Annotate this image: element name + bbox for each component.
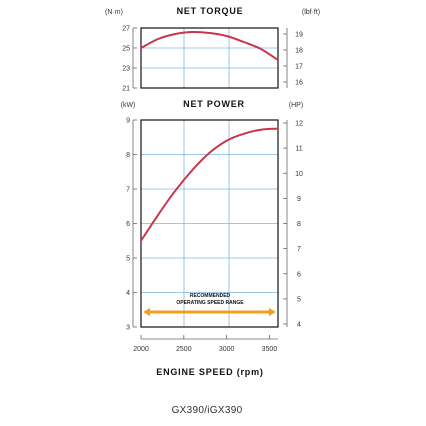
x-tick-label-3: 3500: [262, 346, 278, 353]
band-label-line1: RECOMMENDED: [190, 293, 231, 299]
torque-right-axis: 16 17 18 19: [283, 28, 303, 88]
torque-left-tick-label-3: 27: [122, 26, 130, 33]
power-right-axis: 4 5 6 7 8 9 10 11 12: [283, 120, 303, 329]
power-right-tick-label-5: 9: [297, 196, 301, 203]
power-left-tick-label-5: 8: [126, 152, 130, 159]
power-right-tick-label-3: 7: [297, 246, 301, 253]
x-tick-label-1: 2500: [176, 346, 192, 353]
power-left-tick-label-2: 5: [126, 256, 130, 263]
power-right-unit: (HP): [289, 102, 303, 109]
band-label-line2: OPERATING SPEED RANGE: [176, 300, 244, 306]
power-plot-frame: [140, 119, 279, 328]
power-right-tick-label-0: 4: [297, 322, 301, 329]
torque-title: NET TORQUE: [177, 6, 244, 16]
model-name: GX390/iGX390: [172, 405, 243, 416]
torque-grid: [141, 28, 278, 88]
power-left-tick-label-6: 9: [126, 118, 130, 125]
engine-speed-axis: 2000 2500 3000 3500: [133, 335, 278, 353]
torque-curve: [140, 30, 279, 61]
power-right-tick-label-6: 10: [295, 171, 303, 178]
power-title: NET POWER: [183, 99, 245, 109]
torque-right-tick-label-1: 17: [295, 64, 303, 71]
power-right-tick-label-1: 5: [297, 296, 301, 303]
torque-left-axis: 21 23 25 27: [122, 26, 137, 93]
band-arrow-right-icon: [269, 308, 276, 316]
torque-plot-frame: [140, 27, 279, 89]
torque-right-tick-label-2: 18: [295, 48, 303, 55]
power-right-tick-label-2: 6: [297, 271, 301, 278]
power-left-tick-label-0: 3: [126, 325, 130, 332]
band-arrow-left-icon: [143, 308, 150, 316]
power-left-tick-label-3: 6: [126, 221, 130, 228]
power-right-tick-label-7: 11: [295, 146, 302, 153]
torque-right-tick-label-3: 19: [295, 32, 303, 39]
power-left-axis: 3 4 5 6 7 8 9: [126, 118, 137, 332]
x-axis-label: ENGINE SPEED (rpm): [156, 367, 263, 377]
power-chart: (kW) NET POWER (HP) 3 4 5 6 7 8 9 4 5 6 7 8 9 10 11 12…: [121, 99, 304, 377]
power-grid: [141, 120, 278, 327]
power-left-unit: (kW): [121, 102, 136, 109]
power-right-tick-label-8: 12: [295, 121, 303, 128]
torque-right-tick-label-0: 16: [295, 80, 303, 87]
x-tick-label-2: 3000: [219, 346, 235, 353]
torque-left-tick-label-2: 25: [122, 46, 130, 53]
power-left-tick-label-1: 4: [126, 290, 130, 297]
power-left-tick-label-4: 7: [126, 187, 130, 194]
torque-left-tick-label-1: 23: [122, 66, 130, 73]
power-right-tick-label-4: 8: [297, 221, 301, 228]
operating-range-band: RECOMMENDED OPERATING SPEED RANGE: [143, 293, 276, 316]
power-curve: [140, 127, 279, 242]
torque-right-unit: (lbf·ft): [302, 9, 320, 16]
torque-left-tick-label-0: 21: [122, 86, 130, 93]
x-tick-label-0: 2000: [133, 346, 149, 353]
torque-left-unit: (N·m): [105, 9, 123, 16]
